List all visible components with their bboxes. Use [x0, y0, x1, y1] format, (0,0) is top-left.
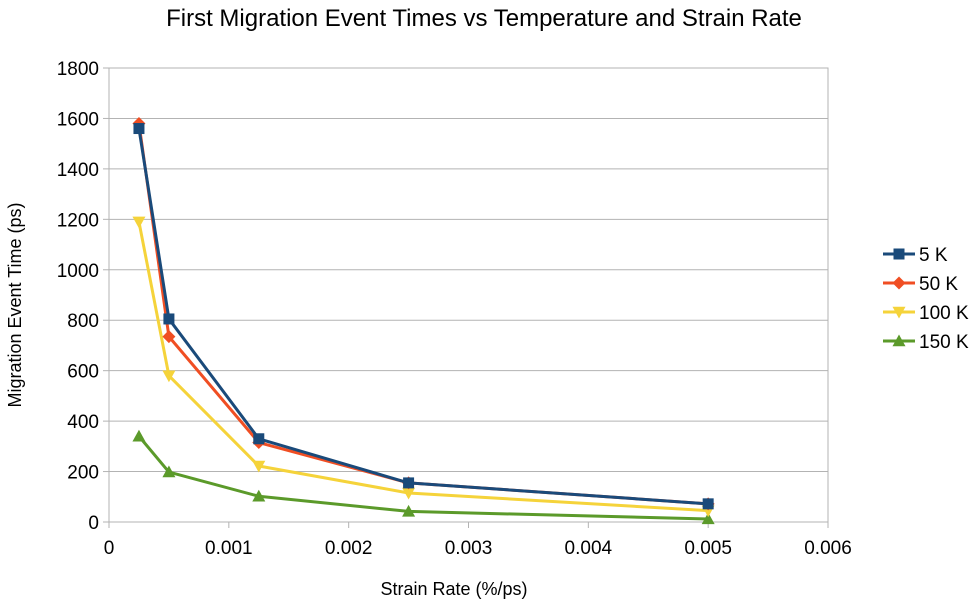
legend-label: 50 K	[919, 274, 958, 295]
data-point	[133, 123, 145, 135]
y-tick-label: 200	[67, 463, 99, 484]
data-point	[162, 370, 176, 383]
y-tick-label: 1600	[57, 109, 99, 130]
data-point	[132, 216, 146, 229]
legend-marker	[892, 276, 906, 290]
legend-marker	[893, 248, 905, 260]
data-point	[163, 313, 175, 325]
legend: 5 K 50 K 100 K 150 K	[883, 245, 969, 353]
data-point	[252, 489, 266, 502]
data-point	[702, 498, 714, 510]
legend-item: 100 K	[883, 303, 969, 324]
y-tick-label: 1000	[57, 261, 99, 282]
x-tick-label: 0.003	[445, 538, 493, 559]
legend-item: 150 K	[883, 332, 969, 353]
data-point	[701, 512, 715, 525]
data-point	[403, 477, 415, 489]
y-tick-label: 800	[67, 311, 99, 332]
legend-item: 50 K	[883, 274, 958, 295]
legend-marker	[892, 306, 906, 319]
y-tick-label: 600	[67, 362, 99, 383]
series-line	[137, 123, 709, 506]
y-axis-label: Migration Event Time (ps)	[5, 202, 25, 407]
data-point	[402, 504, 416, 517]
series-line	[137, 128, 709, 506]
x-tick-label: 0.005	[684, 538, 732, 559]
series-50-k	[132, 116, 715, 511]
x-axis-label: Strain Rate (%/ps)	[380, 579, 527, 599]
legend-label: 100 K	[919, 303, 969, 324]
x-axis-ticks: 0 0.001 0.002 0.003 0.004 0.005 0.006	[104, 522, 852, 559]
data-point	[253, 433, 265, 445]
series	[132, 116, 715, 525]
series-100-k	[132, 216, 715, 518]
series-line	[137, 221, 709, 513]
series-5-k	[133, 123, 714, 510]
x-tick-label: 0.004	[565, 538, 613, 559]
legend-label: 5 K	[919, 245, 948, 266]
chart-title: First Migration Event Times vs Temperatu…	[166, 5, 802, 32]
y-tick-label: 1200	[57, 210, 99, 231]
y-tick-label: 1800	[57, 59, 99, 80]
grid	[109, 67, 828, 523]
series-150-k	[132, 429, 715, 525]
data-point	[162, 465, 176, 478]
y-tick-label: 0	[88, 513, 99, 534]
data-point	[132, 429, 146, 442]
data-point	[252, 460, 266, 473]
x-tick-label: 0.002	[325, 538, 373, 559]
data-point	[402, 487, 416, 500]
y-axis-ticks: 0 200 400 600 800 1000 1200 1400 1600 1800	[57, 59, 109, 534]
x-tick-label: 0	[104, 538, 115, 559]
data-point	[162, 330, 176, 344]
y-tick-label: 1400	[57, 160, 99, 181]
legend-item: 5 K	[883, 245, 948, 266]
x-tick-label: 0.001	[205, 538, 253, 559]
x-tick-label: 0.006	[804, 538, 852, 559]
plot-area-border	[108, 67, 829, 523]
y-tick-label: 400	[67, 412, 99, 433]
legend-label: 150 K	[919, 332, 969, 353]
legend-marker	[892, 334, 906, 347]
